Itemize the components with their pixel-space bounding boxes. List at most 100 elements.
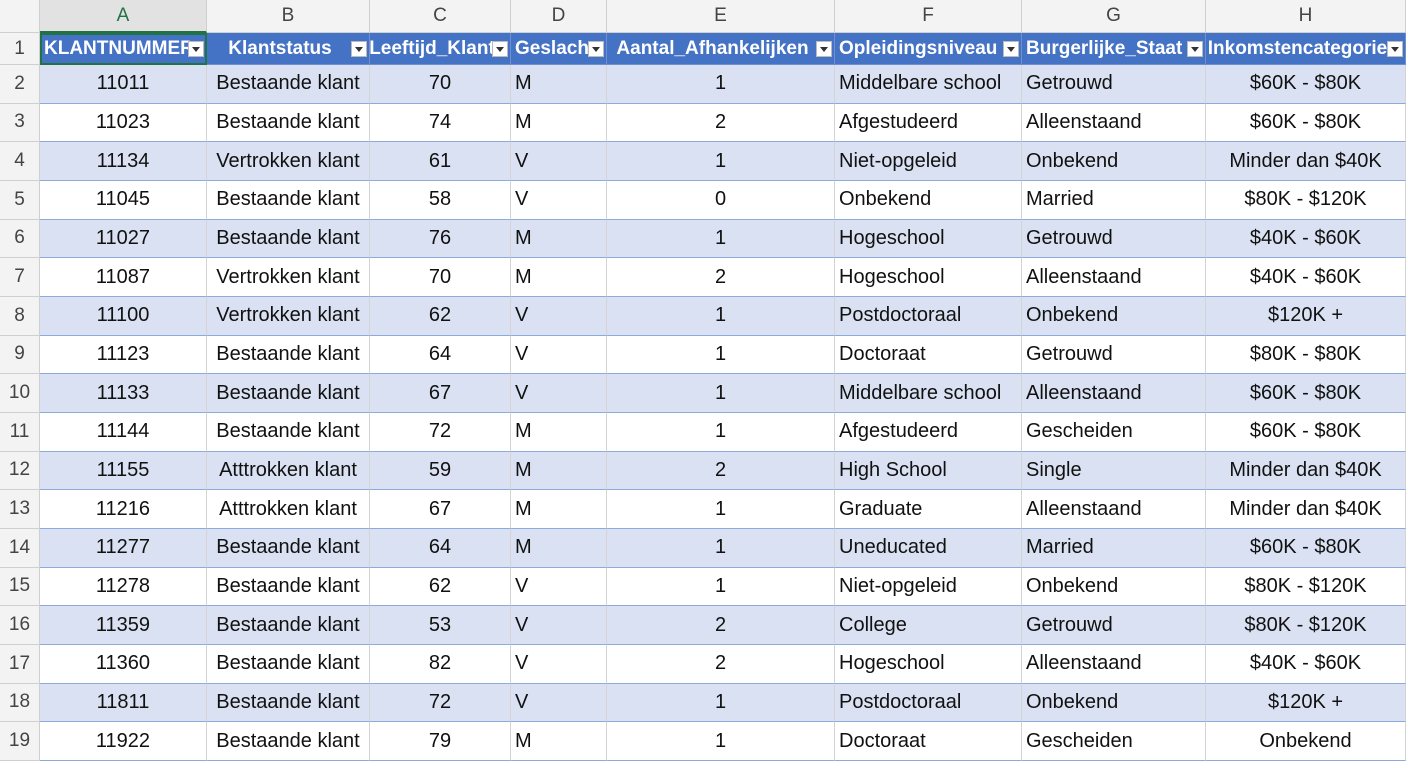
column-letter[interactable]: F <box>835 0 1022 33</box>
table-cell[interactable]: M <box>511 65 607 104</box>
table-cell[interactable]: Onbekend <box>835 181 1022 220</box>
filter-button[interactable] <box>492 41 508 57</box>
table-cell[interactable]: 11811 <box>40 683 207 723</box>
table-cell[interactable]: 1 <box>607 142 835 181</box>
table-cell[interactable]: Postdoctoraal <box>835 297 1022 336</box>
row-number[interactable]: 18 <box>0 683 40 723</box>
table-cell[interactable]: $80K - $120K <box>1206 606 1406 645</box>
table-cell[interactable]: $80K - $120K <box>1206 181 1406 220</box>
table-cell[interactable]: 11278 <box>40 567 207 607</box>
table-cell[interactable]: 79 <box>370 722 511 761</box>
table-cell[interactable]: Graduate <box>835 490 1022 529</box>
table-cell[interactable]: Afgestudeerd <box>835 413 1022 452</box>
table-cell[interactable]: 76 <box>370 219 511 259</box>
table-cell[interactable]: Middelbare school <box>835 65 1022 104</box>
table-cell[interactable]: Hogeschool <box>835 219 1022 259</box>
table-cell[interactable]: Onbekend <box>1022 142 1206 181</box>
table-cell[interactable]: 2 <box>607 645 835 684</box>
table-cell[interactable]: Bestaande klant <box>207 103 370 143</box>
table-cell[interactable]: 11023 <box>40 103 207 143</box>
table-cell[interactable]: 2 <box>607 103 835 143</box>
row-number[interactable]: 16 <box>0 606 40 645</box>
column-letter[interactable]: C <box>370 0 511 33</box>
column-letter[interactable]: D <box>511 0 607 33</box>
table-cell[interactable]: Getrouwd <box>1022 335 1206 375</box>
header-cell[interactable]: KLANTNUMMER <box>40 33 207 65</box>
header-cell[interactable]: Opleidingsniveau <box>835 33 1022 65</box>
table-cell[interactable]: $80K - $80K <box>1206 335 1406 375</box>
table-cell[interactable]: Bestaande klant <box>207 722 370 761</box>
table-cell[interactable]: 1 <box>607 567 835 607</box>
row-number[interactable]: 4 <box>0 142 40 181</box>
table-cell[interactable]: 72 <box>370 413 511 452</box>
table-cell[interactable]: Bestaande klant <box>207 567 370 607</box>
table-cell[interactable]: Atttrokken klant <box>207 451 370 491</box>
header-cell[interactable]: Leeftijd_Klant <box>370 33 511 65</box>
table-cell[interactable]: Atttrokken klant <box>207 490 370 529</box>
table-cell[interactable]: 1 <box>607 219 835 259</box>
table-cell[interactable]: 11134 <box>40 142 207 181</box>
table-cell[interactable]: V <box>511 683 607 723</box>
table-cell[interactable]: Minder dan $40K <box>1206 142 1406 181</box>
table-cell[interactable]: 1 <box>607 722 835 761</box>
table-cell[interactable]: V <box>511 567 607 607</box>
table-cell[interactable]: M <box>511 490 607 529</box>
table-cell[interactable]: V <box>511 606 607 645</box>
row-number[interactable]: 1 <box>0 33 40 65</box>
table-cell[interactable]: 74 <box>370 103 511 143</box>
table-cell[interactable]: Alleenstaand <box>1022 490 1206 529</box>
table-cell[interactable]: 11360 <box>40 645 207 684</box>
table-cell[interactable]: V <box>511 374 607 413</box>
table-cell[interactable]: 62 <box>370 297 511 336</box>
table-cell[interactable]: 11216 <box>40 490 207 529</box>
row-number[interactable]: 19 <box>0 722 40 761</box>
table-cell[interactable]: V <box>511 142 607 181</box>
header-cell[interactable]: Geslacht <box>511 33 607 65</box>
table-cell[interactable]: 11087 <box>40 258 207 297</box>
table-cell[interactable]: Middelbare school <box>835 374 1022 413</box>
row-number[interactable]: 15 <box>0 567 40 607</box>
row-number[interactable]: 12 <box>0 451 40 491</box>
table-cell[interactable]: Bestaande klant <box>207 683 370 723</box>
table-cell[interactable]: Alleenstaand <box>1022 103 1206 143</box>
table-cell[interactable]: $120K + <box>1206 297 1406 336</box>
table-cell[interactable]: 11155 <box>40 451 207 491</box>
table-cell[interactable]: $40K - $60K <box>1206 645 1406 684</box>
table-cell[interactable]: Bestaande klant <box>207 529 370 568</box>
table-cell[interactable]: Hogeschool <box>835 258 1022 297</box>
table-cell[interactable]: Afgestudeerd <box>835 103 1022 143</box>
header-cell[interactable]: Burgerlijke_Staat <box>1022 33 1206 65</box>
table-cell[interactable]: M <box>511 722 607 761</box>
table-cell[interactable]: V <box>511 335 607 375</box>
table-cell[interactable]: Getrouwd <box>1022 606 1206 645</box>
table-cell[interactable]: V <box>511 297 607 336</box>
column-letter[interactable]: H <box>1206 0 1406 33</box>
table-cell[interactable]: Minder dan $40K <box>1206 490 1406 529</box>
table-cell[interactable]: 1 <box>607 297 835 336</box>
table-cell[interactable]: M <box>511 103 607 143</box>
row-number[interactable]: 13 <box>0 490 40 529</box>
table-cell[interactable]: Bestaande klant <box>207 65 370 104</box>
table-cell[interactable]: Bestaande klant <box>207 374 370 413</box>
table-cell[interactable]: Married <box>1022 529 1206 568</box>
table-cell[interactable]: 61 <box>370 142 511 181</box>
table-cell[interactable]: $60K - $80K <box>1206 413 1406 452</box>
table-cell[interactable]: Vertrokken klant <box>207 297 370 336</box>
table-cell[interactable]: Postdoctoraal <box>835 683 1022 723</box>
table-cell[interactable]: Bestaande klant <box>207 181 370 220</box>
table-cell[interactable]: Bestaande klant <box>207 606 370 645</box>
table-cell[interactable]: 11027 <box>40 219 207 259</box>
table-cell[interactable]: Alleenstaand <box>1022 374 1206 413</box>
table-cell[interactable]: 53 <box>370 606 511 645</box>
table-cell[interactable]: Alleenstaand <box>1022 645 1206 684</box>
table-cell[interactable]: 72 <box>370 683 511 723</box>
table-cell[interactable]: 2 <box>607 451 835 491</box>
table-cell[interactable]: Alleenstaand <box>1022 258 1206 297</box>
table-cell[interactable]: 11011 <box>40 65 207 104</box>
row-number[interactable]: 7 <box>0 258 40 297</box>
table-cell[interactable]: Onbekend <box>1022 297 1206 336</box>
table-cell[interactable]: $80K - $120K <box>1206 567 1406 607</box>
table-cell[interactable]: Bestaande klant <box>207 335 370 375</box>
table-cell[interactable]: $60K - $80K <box>1206 374 1406 413</box>
table-cell[interactable]: M <box>511 258 607 297</box>
